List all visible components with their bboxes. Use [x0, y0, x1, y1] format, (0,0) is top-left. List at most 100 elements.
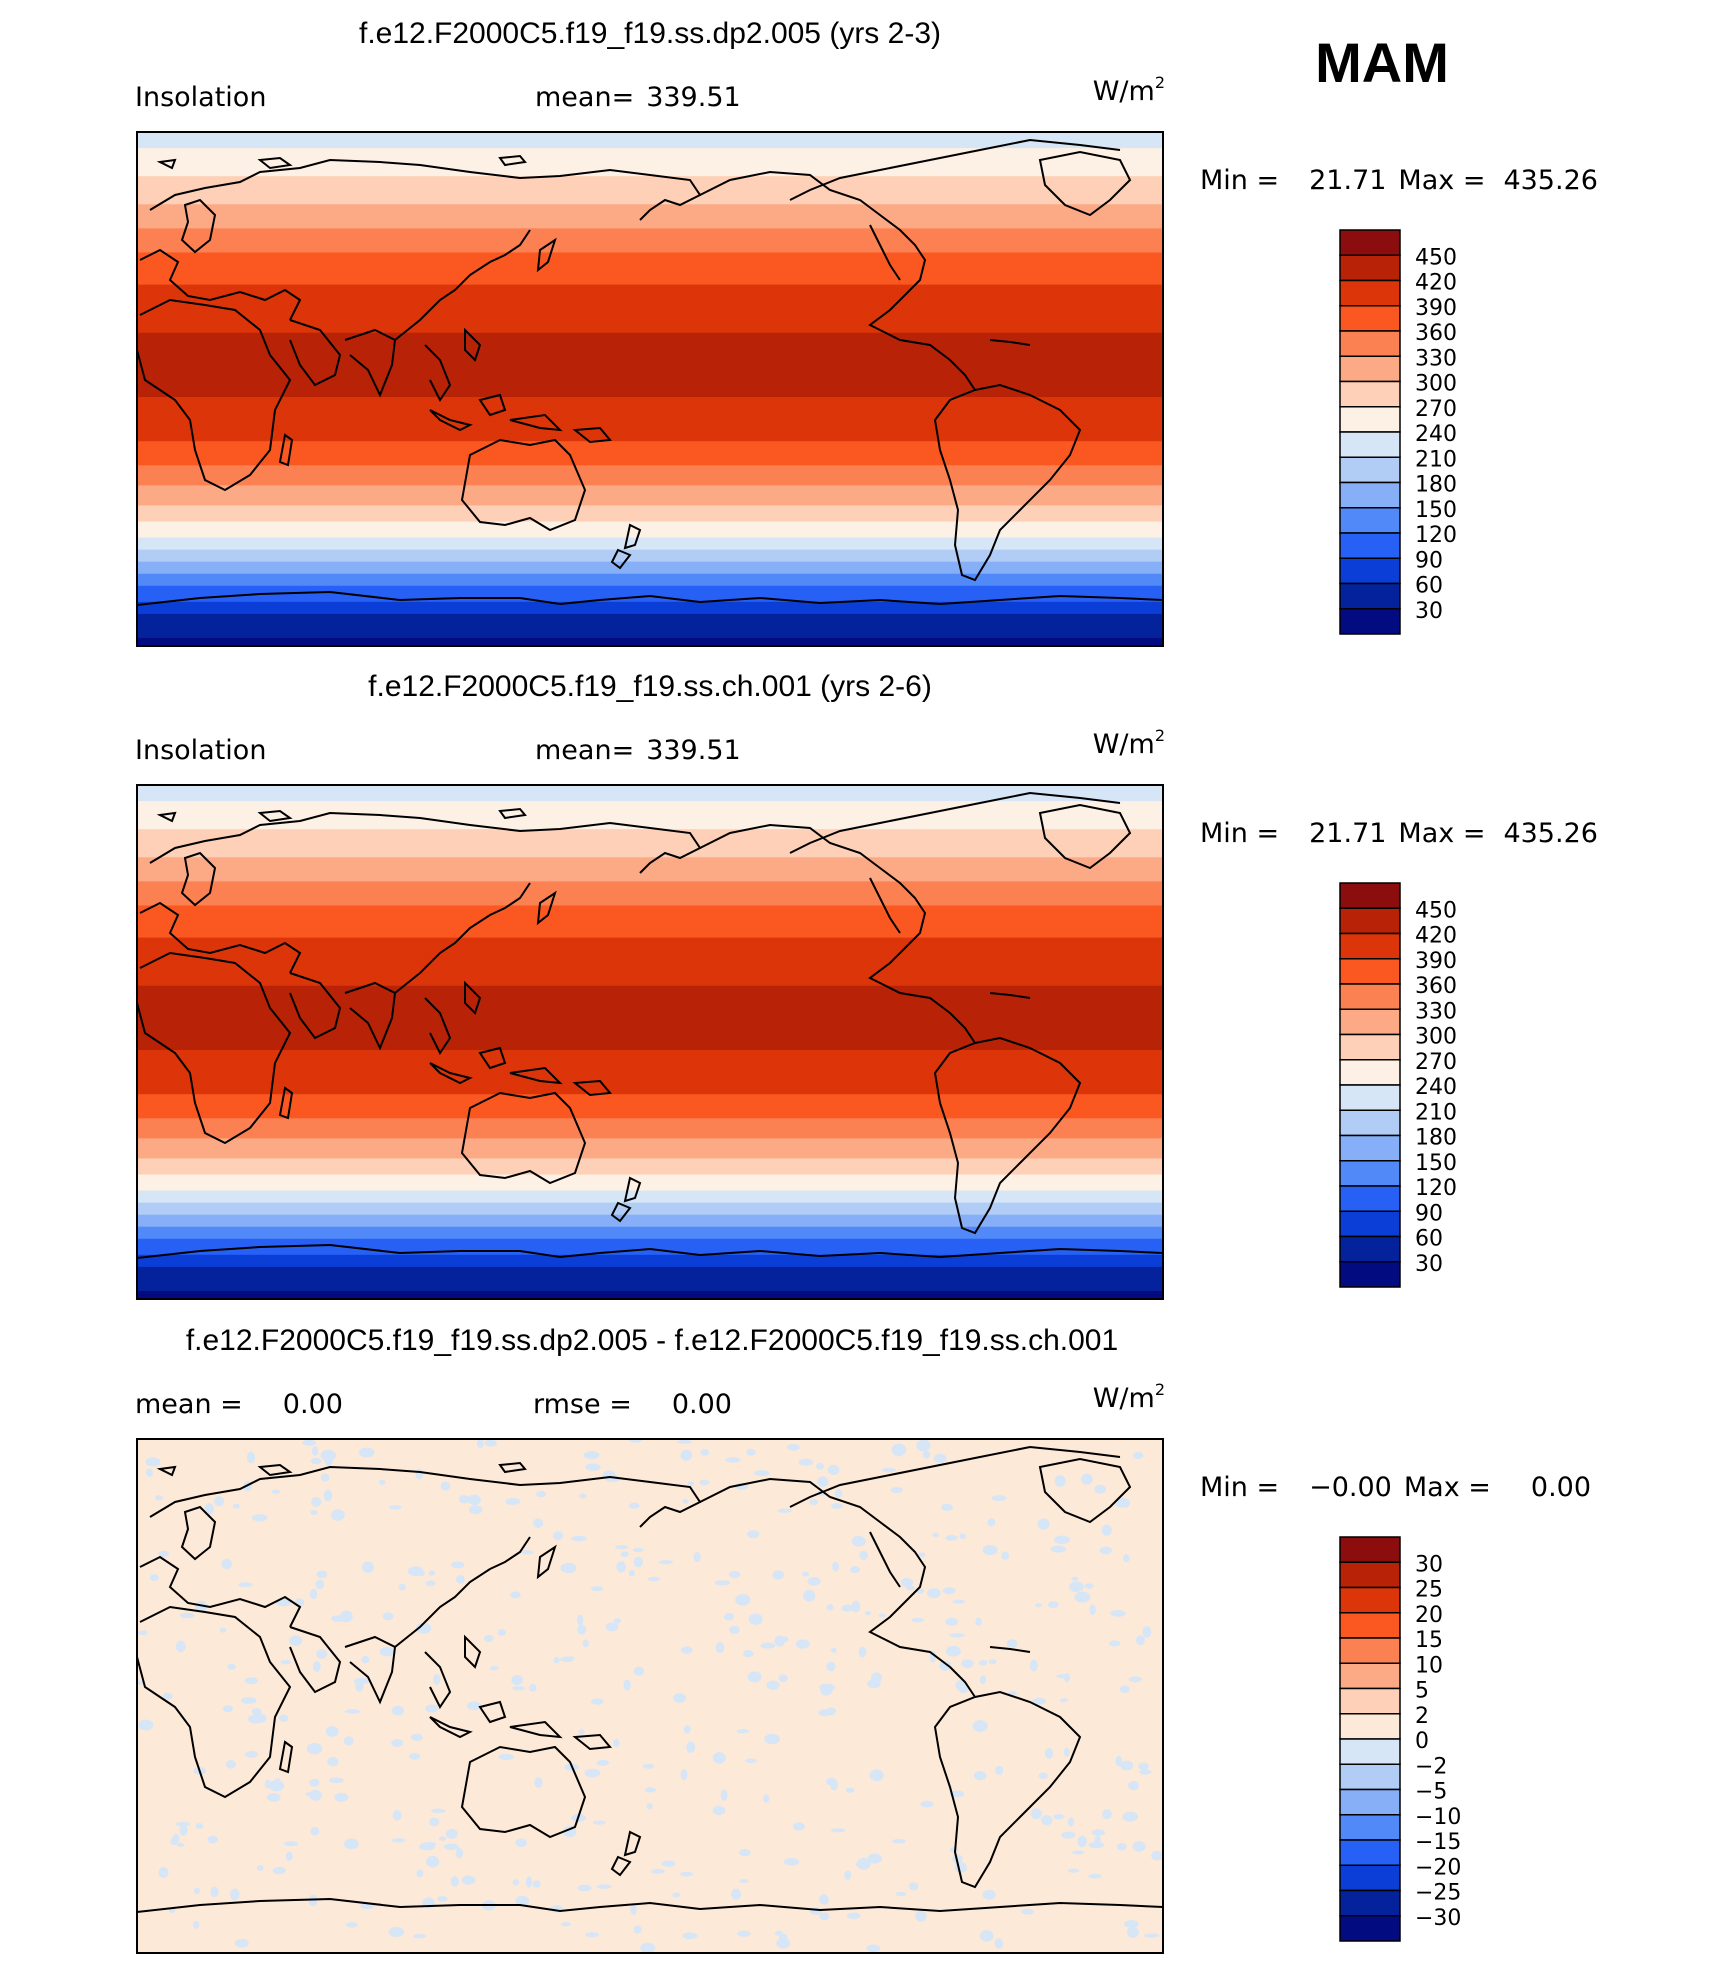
speckle	[864, 1611, 872, 1616]
speckle	[1108, 1640, 1121, 1647]
speckle	[926, 1588, 941, 1599]
speckle	[672, 1892, 681, 1898]
field-band	[137, 869, 1163, 875]
speckle	[204, 1503, 214, 1515]
field-band	[137, 380, 1163, 386]
field-band	[137, 977, 1163, 983]
speckle	[737, 1930, 751, 1937]
speckle	[736, 1728, 750, 1734]
speckle	[630, 1905, 637, 1915]
speckle	[1094, 1835, 1101, 1846]
speckle	[820, 1896, 829, 1905]
field-band	[137, 529, 1163, 535]
field-band	[137, 1138, 1163, 1144]
field-band	[137, 433, 1163, 439]
speckle	[222, 1705, 234, 1713]
speckle	[988, 1658, 997, 1665]
field-band	[137, 1042, 1163, 1048]
speckle	[809, 1498, 819, 1506]
speckle	[283, 1841, 299, 1847]
field-band	[137, 180, 1163, 186]
speckle	[391, 1738, 404, 1747]
speckle	[715, 1642, 725, 1653]
speckle	[175, 1821, 191, 1827]
field-band	[137, 256, 1163, 262]
speckle	[1038, 1772, 1049, 1779]
field-band	[137, 1005, 1163, 1011]
field-band	[137, 917, 1163, 923]
colorbar-swatch	[1339, 380, 1401, 408]
colorbar-tick-label: 270	[1415, 397, 1457, 422]
speckle	[195, 1823, 204, 1829]
colorbar-tick-label: 30	[1415, 1252, 1443, 1277]
speckle	[846, 1912, 861, 1920]
field-band	[137, 1050, 1163, 1056]
speckle	[1037, 1518, 1050, 1530]
field-band	[137, 985, 1163, 991]
speckle	[443, 1843, 459, 1851]
speckle	[766, 1680, 780, 1690]
field-band	[137, 425, 1163, 431]
speckle	[830, 1828, 846, 1833]
speckle	[866, 1944, 881, 1953]
speckle	[433, 1674, 441, 1685]
speckle	[138, 1630, 148, 1636]
field-band	[137, 521, 1163, 527]
speckle	[138, 1719, 154, 1731]
field-band	[137, 877, 1163, 883]
field-band	[137, 925, 1163, 931]
field-band	[137, 893, 1163, 899]
field-band	[137, 1214, 1163, 1220]
speckle	[1007, 1691, 1018, 1696]
field-band	[137, 1186, 1163, 1192]
field-band	[137, 160, 1163, 166]
speckle	[803, 1589, 816, 1602]
colorbar-tick-label: 0	[1415, 1729, 1429, 1754]
min-max-label: Min = 21.71 Max = 435.26	[1200, 818, 1598, 849]
speckle	[221, 1558, 232, 1570]
field-band	[137, 573, 1163, 579]
field-band	[137, 821, 1163, 827]
speckle	[329, 1777, 344, 1784]
field-band	[137, 1262, 1163, 1268]
speckle	[892, 1839, 906, 1844]
speckle	[244, 1677, 258, 1685]
speckle	[725, 1457, 741, 1463]
speckle	[320, 1449, 336, 1461]
colorbar-tick-label: −25	[1415, 1881, 1461, 1906]
field-band	[137, 637, 1163, 643]
speckle	[210, 1886, 219, 1898]
speckle	[982, 1889, 996, 1900]
colorbar-tick-label: 10	[1415, 1653, 1443, 1678]
speckle	[570, 1535, 587, 1542]
field-band	[137, 140, 1163, 146]
field-band	[137, 328, 1163, 334]
speckle	[994, 1938, 1004, 1949]
speckle	[764, 1733, 781, 1745]
speckle	[445, 1828, 458, 1839]
colorbar-swatch	[1339, 1612, 1401, 1639]
speckle	[331, 1509, 345, 1521]
field-band	[137, 481, 1163, 487]
field-band	[137, 1282, 1163, 1288]
field-band	[137, 292, 1163, 298]
speckle	[238, 1582, 253, 1588]
panel-1: f.e12.F2000C5.f19_f19.ss.dp2.005 (yrs 2-…	[135, 17, 1598, 647]
field-band	[137, 497, 1163, 503]
colorbar-swatch	[1339, 1059, 1401, 1086]
speckle	[515, 1838, 528, 1847]
field-band	[137, 352, 1163, 358]
field-band	[137, 561, 1163, 567]
speckle	[832, 1561, 839, 1572]
speckle	[591, 1698, 604, 1705]
speckle	[1056, 1674, 1069, 1679]
field-band	[137, 1094, 1163, 1100]
field-band	[137, 236, 1163, 242]
speckle	[315, 1579, 325, 1590]
field-band	[137, 300, 1163, 306]
colorbar-tick-label: 90	[1415, 1201, 1443, 1226]
speckle	[941, 1503, 953, 1512]
speckle	[747, 1671, 762, 1683]
speckle	[647, 1576, 661, 1582]
